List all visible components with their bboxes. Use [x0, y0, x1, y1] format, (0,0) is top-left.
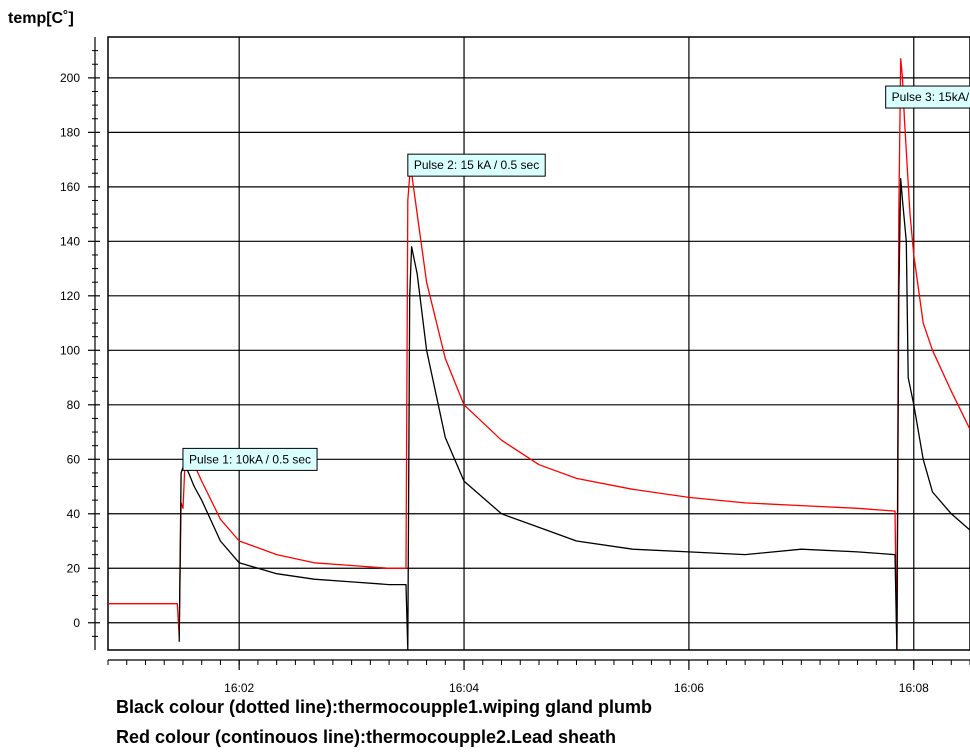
x-tick-label: 16:02: [224, 681, 254, 695]
annotation-box: [407, 153, 546, 177]
y-tick-label: 100: [60, 343, 80, 357]
y-tick-label: 120: [60, 289, 80, 303]
plot-frame: [107, 36, 970, 651]
y-tick-label: 60: [67, 452, 81, 466]
pulse-annotations: Pulse 1: 10kA / 0.5 sec Pulse 2: 15 kA / …: [182, 85, 970, 471]
y-tick-label: 0: [73, 616, 80, 630]
y-tick-label: 40: [67, 507, 81, 521]
y-tick-label: 160: [60, 180, 80, 194]
y-tick-label: 200: [60, 71, 80, 85]
x-axis: 16:02 16:04 16:06 16:08: [107, 659, 970, 695]
series-lines: [108, 58, 970, 651]
y-tick-label: 140: [60, 234, 80, 248]
pulse-annotation: Pulse 2: 15 kA / 0.5 sec: [407, 153, 546, 177]
y-axis: 0 20 40 60 80 100 120 140 160 180 200: [60, 37, 100, 650]
y-tick-label: 180: [60, 125, 80, 139]
x-tick-label: 16:06: [674, 681, 704, 695]
y-axis-label: temp[C˚]: [8, 10, 74, 27]
grid-lines: [108, 37, 970, 650]
y-tick-label: 20: [67, 561, 81, 575]
annotation-box: [885, 85, 970, 109]
pulse-annotation: Pulse 3: 15kA/ 0.5 sec: [885, 85, 970, 109]
annotation-label: Pulse 2: 15 kA / 0.5 sec: [414, 158, 539, 172]
pulse-annotation: Pulse 1: 10kA / 0.5 sec: [182, 447, 318, 471]
annotation-box: [182, 447, 318, 471]
legend-note-black-series: Black colour (dotted line):thermocoupple…: [116, 697, 653, 717]
legend-note-red-series: Red colour (continouos line):thermocoupp…: [116, 727, 617, 747]
temperature-chart: temp[C˚] 0 20 40 60 80 100 120 140 160 180 200 16:…: [8, 10, 970, 695]
y-tick-label: 80: [67, 398, 81, 412]
x-tick-label: 16:04: [449, 681, 479, 695]
x-tick-label: 16:08: [899, 681, 929, 695]
annotation-label: Pulse 1: 10kA / 0.5 sec: [189, 452, 311, 466]
annotation-label: Pulse 3: 15kA/ 0.5 sec: [892, 90, 970, 104]
series-line-black: [178, 178, 970, 651]
